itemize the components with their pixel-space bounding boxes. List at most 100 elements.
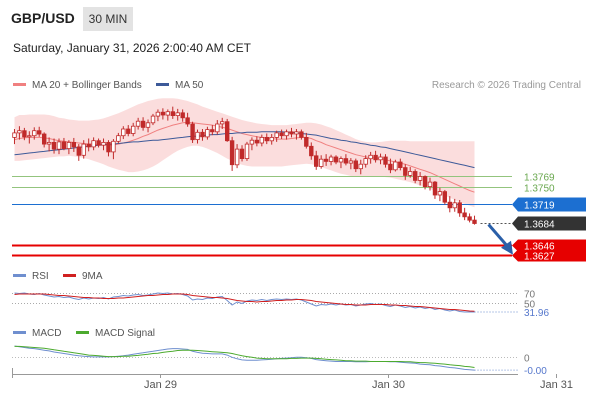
candles <box>12 106 477 225</box>
candle-body <box>358 163 363 170</box>
forecast-arrow-head <box>501 240 513 255</box>
candle-body <box>42 133 47 145</box>
legend-rsi: RSI <box>13 271 49 282</box>
legend-bollinger-label: MA 20 + Bollinger Bands <box>32 80 142 91</box>
candle-body <box>328 156 334 162</box>
candle-body <box>259 136 264 144</box>
candle-body <box>215 123 220 133</box>
candle-body <box>368 154 373 160</box>
support-label-5: 1.3627 <box>524 252 555 263</box>
candle-body <box>403 167 408 176</box>
candle-body <box>437 191 443 196</box>
macd-line <box>14 345 475 371</box>
candle-body <box>407 171 413 176</box>
candle-body <box>51 141 57 150</box>
macd-current-label: -0.00 <box>524 366 547 377</box>
candle-body <box>61 141 67 149</box>
rsi-ref-label-0: 70 <box>524 290 536 301</box>
legend-ma50: MA 50 <box>156 80 203 91</box>
rsi-ma-line <box>14 293 475 312</box>
candle-body <box>363 158 368 165</box>
macd-zero-label: 0 <box>524 354 530 365</box>
candle-body <box>323 158 329 162</box>
candle-body <box>200 131 205 138</box>
candle-body <box>388 163 393 171</box>
candle-body <box>457 202 462 214</box>
candle-body <box>254 139 260 144</box>
candle-body <box>116 135 121 142</box>
candle-body <box>96 140 101 146</box>
legend-bollinger: MA 20 + Bollinger Bands <box>13 80 142 91</box>
candle-body <box>76 146 81 156</box>
candle-body <box>66 141 72 149</box>
datetime-label: Saturday, January 31, 2026 2:00:40 AM CE… <box>13 41 251 55</box>
candle-body <box>86 143 91 148</box>
candle-body <box>195 131 200 141</box>
candle-body <box>383 156 388 165</box>
candle-body <box>22 130 27 138</box>
candle-body <box>427 181 433 188</box>
candle-body <box>467 216 472 221</box>
resistance-label-1: 1.3750 <box>524 184 555 195</box>
candle-body <box>175 112 180 117</box>
legend-ma50-swatch <box>156 82 169 86</box>
candle-body <box>160 111 166 116</box>
candle-body <box>343 158 349 164</box>
candle-body <box>313 155 319 167</box>
legend-macd-signal-label: MACD Signal <box>95 328 156 339</box>
support-tag-5 <box>512 249 586 262</box>
candle-body <box>432 181 438 196</box>
candle-body <box>373 154 378 161</box>
candle-body <box>219 121 225 125</box>
ma50-line <box>14 131 475 169</box>
candle-body <box>269 136 274 142</box>
candle-body <box>12 132 17 138</box>
candle-body <box>353 160 358 170</box>
candle-body <box>170 111 175 116</box>
candle-body <box>180 112 185 119</box>
candle-body <box>81 143 86 156</box>
legend-rsi-swatch <box>13 273 26 277</box>
rsi-ref-label-1: 50 <box>524 300 536 311</box>
candle-body <box>417 176 423 181</box>
candle-body <box>452 202 457 209</box>
timeframe-button[interactable]: 30 MIN <box>83 7 133 31</box>
candle-body <box>106 141 111 153</box>
candle-body <box>244 143 250 160</box>
legend-macd-swatch <box>13 330 26 334</box>
candle-body <box>126 128 131 134</box>
candle-body <box>210 129 215 133</box>
legend-ma50-label: MA 50 <box>175 80 204 91</box>
candle-body <box>318 158 324 167</box>
candle-body <box>140 120 146 128</box>
credit-text: Research © 2026 Trading Central <box>431 80 581 91</box>
pivot-tag <box>512 197 586 212</box>
candle-body <box>447 201 452 209</box>
candle-body <box>224 121 230 142</box>
candle-body <box>205 129 210 138</box>
candle-body <box>239 148 245 160</box>
candle-body <box>37 130 42 135</box>
candle-body <box>422 176 428 188</box>
candle-body <box>274 132 279 138</box>
candle-body <box>229 140 235 166</box>
x-axis: Jan 29 Jan 30 Jan 31 <box>12 368 573 391</box>
legend-rsi-ma: 9MA <box>63 271 103 282</box>
candle-body <box>284 131 289 137</box>
legend-macd-signal-swatch <box>76 330 89 334</box>
candle-body <box>348 160 354 164</box>
bollinger-band <box>14 98 475 208</box>
candle-body <box>46 141 52 145</box>
symbol-title: GBP/USD <box>11 10 75 26</box>
current-price-label: 1.3684 <box>524 220 555 231</box>
candle-body <box>338 158 344 163</box>
candle-body <box>299 131 304 138</box>
macd-panel: 0-0.00 <box>12 345 547 377</box>
candle-body <box>333 156 339 163</box>
candle-body <box>378 156 383 161</box>
rsi-line <box>14 292 475 313</box>
candle-body <box>101 141 106 146</box>
candle-body <box>472 219 477 224</box>
candle-body <box>249 139 255 145</box>
